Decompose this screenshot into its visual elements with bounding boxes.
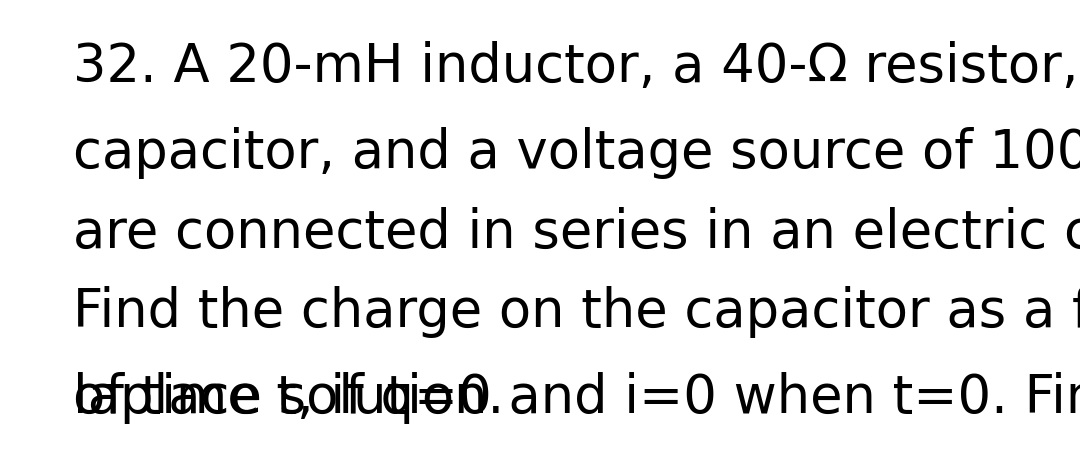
- Text: laplace solution.: laplace solution.: [73, 372, 504, 424]
- Text: 32. A 20-mH inductor, a 40-Ω resistor, a 50-μF: 32. A 20-mH inductor, a 40-Ω resistor, a…: [73, 41, 1080, 93]
- Text: of time t, if q=0 and i=0 when t=0. Find the: of time t, if q=0 and i=0 when t=0. Find…: [73, 372, 1080, 424]
- Text: are connected in series in an electric circuit.: are connected in series in an electric c…: [73, 206, 1080, 259]
- Text: Find the charge on the capacitor as a function: Find the charge on the capacitor as a fu…: [73, 286, 1080, 339]
- Text: capacitor, and a voltage source of 100: capacitor, and a voltage source of 100: [73, 126, 1080, 179]
